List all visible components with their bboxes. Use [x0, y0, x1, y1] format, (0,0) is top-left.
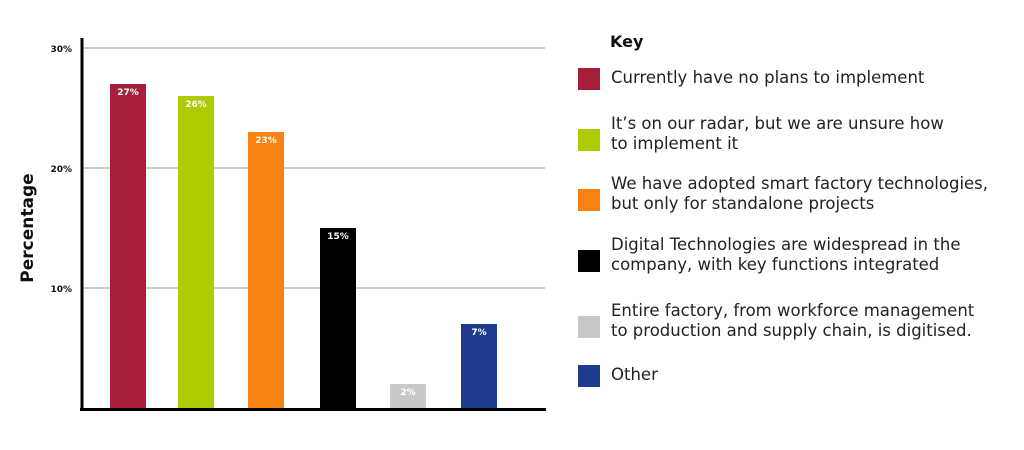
legend-label: Currently have no plans to implement [611, 68, 1011, 88]
bar-value-label: 15% [327, 232, 349, 242]
y-axis-label: Percentage [18, 173, 38, 282]
legend-label-line: Currently have no plans to implement [611, 68, 925, 87]
bars [110, 84, 497, 408]
bar [248, 132, 284, 408]
legend-label-line: to production and supply chain, is digit… [611, 321, 972, 340]
bar [110, 84, 146, 408]
y-tick-label: 10% [50, 285, 72, 295]
legend-label-line: We have adopted smart factory technologi… [611, 174, 989, 193]
legend-label-line: Other [611, 365, 658, 384]
bar [390, 384, 426, 408]
legend-swatch [578, 316, 600, 338]
legend-label-line: company, with key functions integrated [611, 255, 940, 274]
legend-label-line: to implement it [611, 134, 739, 153]
legend-label: We have adopted smart factory technologi… [611, 174, 1011, 214]
legend-swatch [578, 250, 600, 272]
y-tick-labels: 10% 20% 30% [50, 45, 72, 295]
legend-label: Digital Technologies are widespread in t… [611, 235, 1011, 275]
legend-label-line: but only for standalone projects [611, 194, 875, 213]
gridlines [82, 47, 545, 289]
legend-label: Other [611, 365, 1011, 385]
y-tick-label: 20% [50, 165, 72, 175]
legend-label: It’s on our radar, but we are unsure how… [611, 114, 1011, 154]
legend-swatch [578, 189, 600, 211]
legend-swatch [578, 365, 600, 387]
bar [320, 228, 356, 408]
bar-chart: 10% 20% 30% 27% 26% 23% 15% 2% 7% Percentage [18, 38, 546, 411]
bar-value-label: 27% [117, 88, 139, 98]
legend-swatch [578, 68, 600, 90]
legend-label-line: Entire factory, from workforce managemen… [611, 301, 975, 320]
bar-value-label: 7% [471, 328, 486, 338]
legend-label-line: Digital Technologies are widespread in t… [611, 235, 961, 254]
legend-swatch [578, 129, 600, 151]
bar-value-label: 2% [400, 388, 415, 398]
data-labels: 27% 26% 23% 15% 2% 7% [117, 88, 486, 398]
legend-label: Entire factory, from workforce managemen… [611, 301, 1011, 341]
bar-value-label: 26% [185, 100, 207, 110]
y-tick-label: 30% [50, 45, 72, 55]
bar [461, 324, 497, 408]
legend-title: Key [610, 32, 644, 51]
bar-value-label: 23% [255, 136, 277, 146]
bar [178, 96, 214, 408]
legend-label-line: It’s on our radar, but we are unsure how [611, 114, 944, 133]
